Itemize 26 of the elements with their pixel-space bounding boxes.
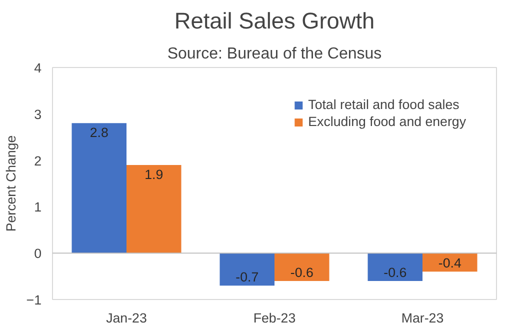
bar bbox=[72, 123, 126, 254]
data-label: -0.6 bbox=[384, 264, 407, 280]
y-axis-title: Percent Change bbox=[3, 135, 18, 232]
bar bbox=[368, 253, 422, 281]
x-tick-label: Feb-23 bbox=[253, 310, 296, 326]
bar bbox=[274, 253, 330, 281]
bar bbox=[126, 164, 182, 254]
chart-title: Retail Sales Growth bbox=[174, 8, 375, 34]
y-tick-label: 1 bbox=[34, 200, 42, 215]
data-label: -0.4 bbox=[438, 256, 462, 271]
y-tick-label: 2 bbox=[34, 153, 42, 168]
chart-subtitle: Source: Bureau of the Census bbox=[167, 46, 382, 62]
legend-label: Excluding food and energy bbox=[308, 114, 466, 129]
bar bbox=[422, 253, 478, 272]
data-label: 1.9 bbox=[144, 166, 164, 182]
bar bbox=[220, 253, 274, 286]
data-label: 2.8 bbox=[90, 125, 108, 140]
legend-label: Total retail and food sales bbox=[308, 97, 460, 112]
x-tick-label: Mar-23 bbox=[401, 310, 444, 326]
data-label: -0.7 bbox=[236, 270, 259, 285]
y-tick-label: 3 bbox=[34, 106, 42, 122]
data-label: -0.6 bbox=[290, 264, 314, 280]
x-tick-label: Jan-23 bbox=[106, 310, 147, 326]
y-tick-label: 4 bbox=[34, 60, 42, 76]
y-tick-label: −1 bbox=[26, 292, 42, 308]
y-tick-label: 0 bbox=[34, 246, 42, 262]
